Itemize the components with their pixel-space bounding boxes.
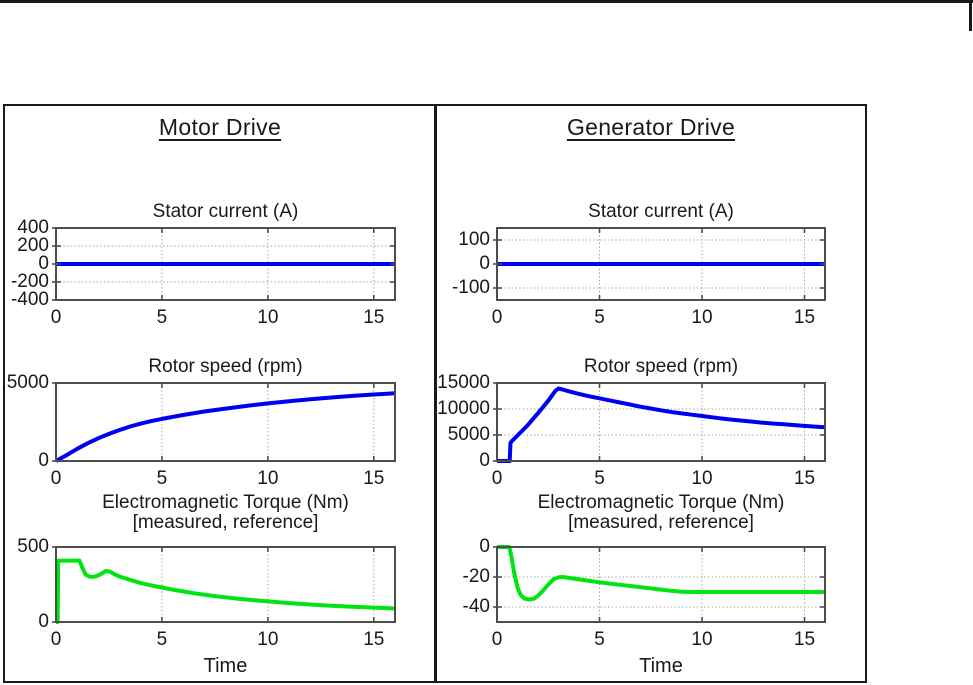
page-corner-tick	[969, 0, 972, 31]
column-divider	[434, 104, 437, 682]
page-top-rule	[0, 0, 973, 3]
column-title-generator-drive: Generator Drive	[566, 114, 736, 140]
column-title-motor-drive: Motor Drive	[158, 114, 282, 140]
